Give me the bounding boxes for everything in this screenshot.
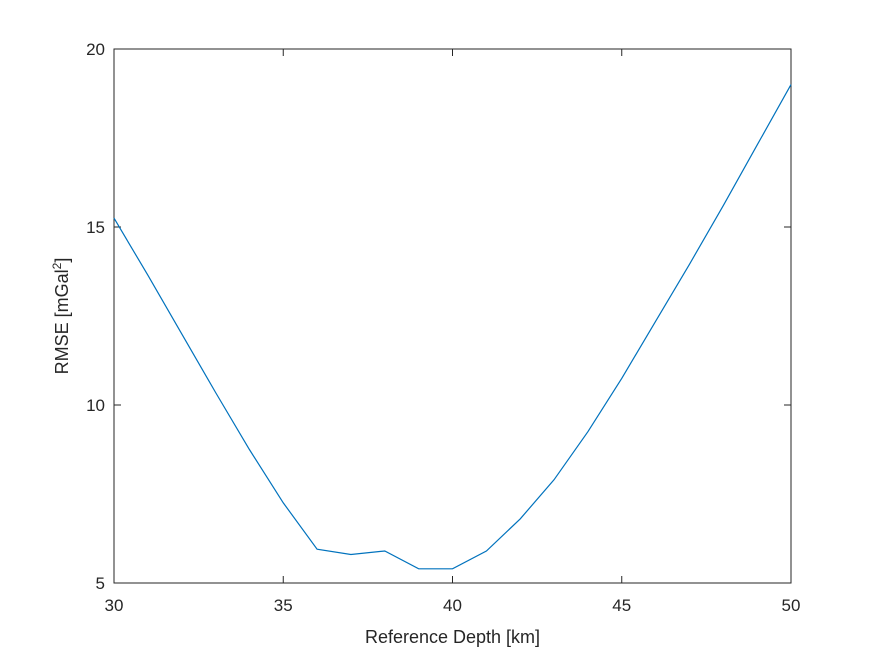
x-tick-label-4: 50 [782, 596, 801, 615]
ticks [113, 48, 792, 584]
y-tick-label-0: 5 [96, 574, 105, 593]
x-tick-label-2: 40 [443, 596, 462, 615]
x-tick-label-0: 30 [105, 596, 124, 615]
y-tick-label-1: 10 [86, 396, 105, 415]
y-tick-label-3: 20 [86, 40, 105, 59]
y-axis-label-suffix: ] [52, 258, 72, 263]
y-tick-label-2: 15 [86, 218, 105, 237]
y-axis-label-superscript: 2 [50, 262, 64, 269]
y-axis-label-text: RMSE [mGal [52, 269, 72, 374]
series-line-rmse [113, 84, 792, 570]
tick-labels: 30 35 40 45 50 5 10 15 20 [86, 40, 800, 615]
y-axis-label: RMSE [mGal2] [50, 258, 72, 375]
x-tick-label-1: 35 [274, 596, 293, 615]
plot-area [113, 48, 792, 584]
x-tick-label-3: 45 [612, 596, 631, 615]
x-axis-label: Reference Depth [km] [365, 627, 540, 647]
